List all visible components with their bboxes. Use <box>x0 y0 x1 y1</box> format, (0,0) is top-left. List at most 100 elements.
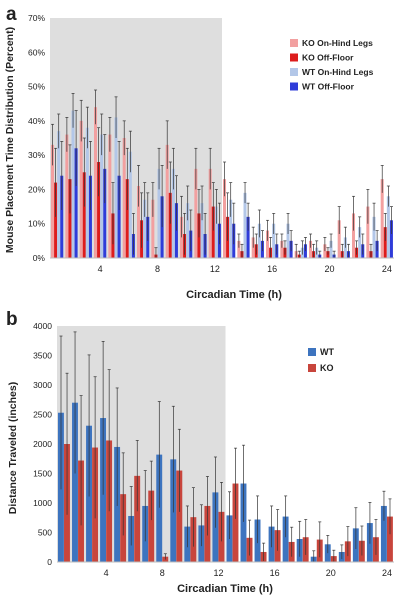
panel-b-x-tick-label: 16 <box>270 568 280 578</box>
panel-b-letter: b <box>6 309 18 330</box>
panel-a-bar-wt-on-hind-legs <box>286 223 290 258</box>
panel-a-y-ticks: 0% 10% 20% 30% 40% 50% 60% 70% <box>28 13 45 263</box>
panel-b-x-ticks: 4 8 12 16 20 24 <box>104 568 392 578</box>
panel-a-bar-wt-on-hind-legs <box>358 227 362 258</box>
panel-b-y-tick-label: 3500 <box>33 351 52 361</box>
panel-a-bar-ko-on-hind-legs <box>51 144 55 258</box>
panel-a-y-axis-label: Mouse Placement Time Distribution (Perce… <box>4 27 16 253</box>
panel-a-bar-wt-on-hind-legs <box>243 192 247 258</box>
panel-a-bar-wt-on-hind-legs <box>128 151 132 258</box>
panel-a-bar-wt-on-hind-legs <box>71 110 75 258</box>
panel-b: b 0 500 1000 1500 2000 2500 3000 3500 4000 4 8 12 1… <box>6 309 394 595</box>
panel-a-bar-ko-off-floor <box>383 227 387 258</box>
panel-a-bar-wt-on-hind-legs <box>214 206 218 258</box>
panel-a-bar-ko-off-floor <box>168 192 172 258</box>
panel-b-legend-swatch-ko <box>308 364 316 372</box>
panel-a-bar-wt-off-floor <box>389 220 393 258</box>
panel-b-bar-wt <box>156 454 163 562</box>
panel-b-bar-ko <box>232 483 239 562</box>
panel-b-legend-label-ko: KO <box>320 363 334 373</box>
panel-a-y-tick-label: 0% <box>33 253 46 263</box>
panel-a: a 0% 10% 20% 30% 40% 50% 60% 70% 4 8 12 16 20 24 Mou… <box>4 4 394 301</box>
panel-a-error-bars <box>51 89 393 258</box>
panel-a-legend-label-ko-on-hind-legs: KO On-Hind Legs <box>302 38 373 48</box>
panel-a-bar-wt-on-hind-legs <box>171 168 175 258</box>
panel-a-legend: KO On-Hind Legs KO Off-Floor WT On-Hind Le… <box>290 38 374 92</box>
panel-b-x-tick-label: 8 <box>160 568 165 578</box>
panel-b-night-shading <box>57 326 226 562</box>
panel-a-bar-ko-off-floor <box>211 206 215 258</box>
panel-a-legend-label-wt-on-hind-legs: WT On-Hind Legs <box>302 67 374 77</box>
panel-a-bar-wt-on-hind-legs <box>200 203 204 258</box>
panel-b-y-tick-label: 3000 <box>33 380 52 390</box>
panel-b-bar-ko <box>134 475 141 562</box>
panel-a-bar-ko-on-hind-legs <box>309 240 313 258</box>
panel-b-legend-swatch-wt <box>308 348 316 356</box>
panel-a-x-tick-label: 8 <box>155 264 160 274</box>
panel-a-legend-label-ko-off-floor: KO Off-Floor <box>302 53 354 63</box>
panel-a-x-tick-label: 24 <box>382 264 392 274</box>
panel-a-bar-ko-on-hind-legs <box>251 237 255 258</box>
panel-a-letter: a <box>6 4 17 25</box>
panel-a-legend-swatch-ko-on-hind-legs <box>290 39 298 47</box>
panel-b-bar-ko <box>386 516 393 562</box>
panel-b-error-bars <box>59 331 392 562</box>
panel-a-bar-ko-on-hind-legs <box>380 179 384 258</box>
panel-a-bar-ko-off-floor <box>54 182 58 258</box>
panel-a-bar-ko-on-hind-legs <box>280 240 284 258</box>
panel-a-bar-wt-off-floor <box>60 175 64 258</box>
panel-a-bar-wt-on-hind-legs <box>343 237 347 258</box>
panel-b-bar-ko <box>176 470 183 562</box>
panel-b-bar-wt <box>240 483 247 562</box>
panel-a-legend-swatch-wt-off-floor <box>290 82 298 91</box>
panel-a-bar-ko-on-hind-legs <box>108 134 112 258</box>
panel-b-bar-wt <box>380 505 387 562</box>
panel-a-bar-wt-off-floor <box>74 148 78 258</box>
panel-b-x-tick-label: 4 <box>104 568 109 578</box>
panel-b-x-axis-label: Circadian Time (h) <box>177 583 273 595</box>
panel-a-bar-ko-on-hind-legs <box>237 240 241 258</box>
panel-a-night-shading <box>50 18 222 258</box>
panel-b-bar-wt <box>72 402 78 562</box>
panel-a-bar-wt-on-hind-legs <box>157 168 161 258</box>
panel-a-bar-wt-on-hind-legs <box>143 199 147 258</box>
panel-a-bar-wt-on-hind-legs <box>229 199 233 258</box>
panel-a-bar-wt-on-hind-legs <box>57 131 61 258</box>
panel-a-bar-ko-on-hind-legs <box>208 168 212 258</box>
panel-a-x-tick-label: 4 <box>98 264 103 274</box>
panel-a-legend-swatch-ko-off-floor <box>290 53 298 62</box>
panel-a-y-tick-label: 40% <box>28 116 45 126</box>
panel-b-legend-label-wt: WT <box>320 347 334 357</box>
panel-a-legend-label-wt-off-floor: WT Off-Floor <box>302 82 355 92</box>
panel-a-legend-swatch-wt-on-hind-legs <box>290 68 298 76</box>
panel-b-bar-wt <box>282 516 289 562</box>
panel-a-bar-ko-on-hind-legs <box>79 120 83 258</box>
panel-a-bar-wt-off-floor <box>117 175 121 258</box>
panel-a-x-axis-label: Circadian Time (h) <box>186 289 282 301</box>
panel-a-bar-wt-on-hind-legs <box>272 223 276 258</box>
panel-a-bar-ko-off-floor <box>97 162 101 258</box>
panel-a-bar-wt-on-hind-legs <box>100 134 104 258</box>
panel-a-bar-wt-on-hind-legs <box>85 127 89 258</box>
panel-b-y-tick-label: 500 <box>38 528 52 538</box>
panel-b-x-tick-label: 20 <box>326 568 336 578</box>
panel-a-bar-ko-on-hind-legs <box>94 107 98 259</box>
panel-a-bar-wt-on-hind-legs <box>372 216 376 258</box>
panel-a-bar-wt-off-floor <box>103 168 107 258</box>
panel-a-x-tick-label: 16 <box>267 264 277 274</box>
panel-b-y-tick-label: 4000 <box>33 321 52 331</box>
panel-a-bar-wt-on-hind-legs <box>114 117 118 258</box>
panel-a-bar-ko-on-hind-legs <box>337 220 341 258</box>
panel-b-y-ticks: 0 500 1000 1500 2000 2500 3000 3500 4000 <box>33 321 52 567</box>
panel-a-bar-wt-on-hind-legs <box>329 240 333 258</box>
panel-a-y-tick-label: 50% <box>28 82 45 92</box>
panel-b-y-axis-label: Distance Traveled (inches) <box>7 382 19 514</box>
panel-a-bar-wt-on-hind-legs <box>186 203 190 258</box>
panel-b-bar-ko <box>148 490 155 562</box>
panel-a-bar-ko-on-hind-legs <box>65 134 69 258</box>
panel-a-x-tick-label: 12 <box>210 264 220 274</box>
panel-a-bar-ko-on-hind-legs <box>137 186 141 258</box>
panel-b-y-tick-label: 2500 <box>33 410 52 420</box>
panel-a-bar-ko-on-hind-legs <box>122 138 126 258</box>
panel-a-bar-ko-off-floor <box>82 172 86 258</box>
